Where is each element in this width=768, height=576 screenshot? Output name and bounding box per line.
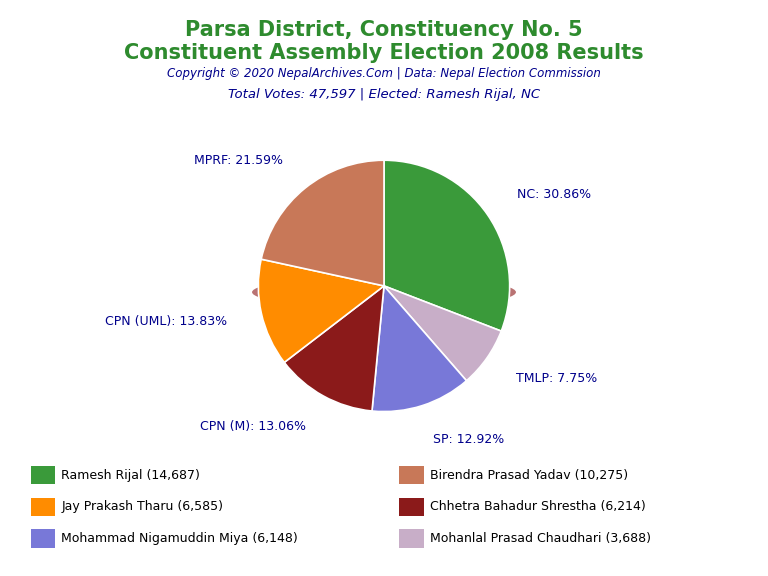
Ellipse shape	[252, 276, 516, 308]
Wedge shape	[384, 160, 510, 331]
Text: CPN (UML): 13.83%: CPN (UML): 13.83%	[105, 314, 227, 328]
Text: Copyright © 2020 NepalArchives.Com | Data: Nepal Election Commission: Copyright © 2020 NepalArchives.Com | Dat…	[167, 67, 601, 81]
Text: Mohammad Nigamuddin Miya (6,148): Mohammad Nigamuddin Miya (6,148)	[61, 532, 298, 545]
Wedge shape	[372, 286, 466, 412]
Wedge shape	[261, 160, 384, 286]
Text: TMLP: 7.75%: TMLP: 7.75%	[516, 372, 597, 385]
Text: Total Votes: 47,597 | Elected: Ramesh Rijal, NC: Total Votes: 47,597 | Elected: Ramesh Ri…	[228, 88, 540, 101]
Wedge shape	[384, 286, 502, 381]
Text: MPRF: 21.59%: MPRF: 21.59%	[194, 154, 283, 167]
Text: Constituent Assembly Election 2008 Results: Constituent Assembly Election 2008 Resul…	[124, 43, 644, 63]
Text: CPN (M): 13.06%: CPN (M): 13.06%	[200, 420, 306, 433]
Text: Ramesh Rijal (14,687): Ramesh Rijal (14,687)	[61, 469, 200, 482]
Wedge shape	[258, 259, 384, 362]
Text: Chhetra Bahadur Shrestha (6,214): Chhetra Bahadur Shrestha (6,214)	[430, 501, 646, 513]
Text: Jay Prakash Tharu (6,585): Jay Prakash Tharu (6,585)	[61, 501, 223, 513]
Wedge shape	[284, 286, 384, 411]
Text: SP: 12.92%: SP: 12.92%	[433, 433, 505, 446]
Text: Mohanlal Prasad Chaudhari (3,688): Mohanlal Prasad Chaudhari (3,688)	[430, 532, 651, 545]
Text: NC: 30.86%: NC: 30.86%	[517, 188, 591, 202]
Text: Birendra Prasad Yadav (10,275): Birendra Prasad Yadav (10,275)	[430, 469, 628, 482]
Text: Parsa District, Constituency No. 5: Parsa District, Constituency No. 5	[185, 20, 583, 40]
